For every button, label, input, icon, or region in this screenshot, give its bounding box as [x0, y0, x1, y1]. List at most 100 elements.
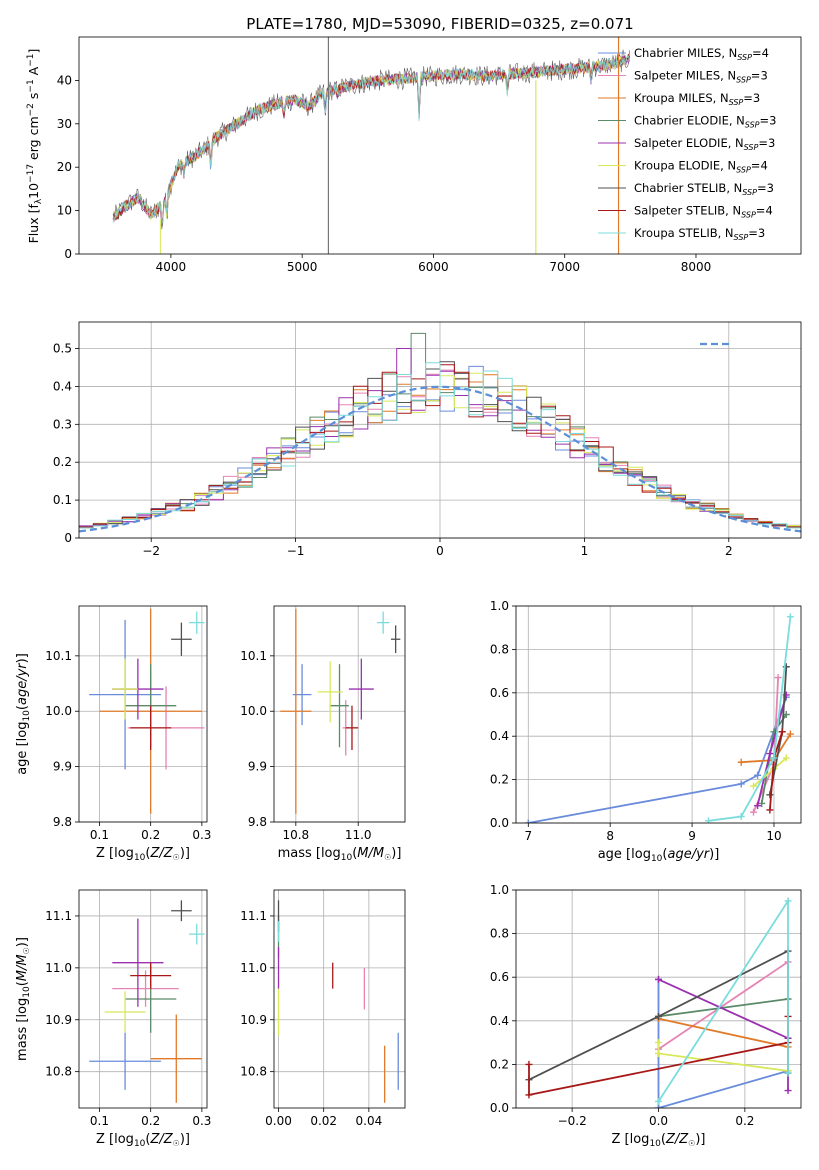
age_vs_Z-ytick-label: 10.1 — [45, 649, 72, 663]
label-part: 10 — [22, 986, 32, 998]
weight-line — [528, 696, 788, 823]
label-part: = — [748, 226, 758, 240]
legend-series-name: Kroupa STELIB — [634, 226, 718, 240]
mass_vs_Z-xtick-label: 0.1 — [90, 1114, 109, 1128]
weight_vs_Z-xtick-label: −0.2 — [558, 1114, 587, 1128]
label-part: ( — [15, 705, 30, 710]
label-part: SSP — [734, 233, 749, 242]
residuals-xtick-label: 1 — [581, 544, 589, 558]
weight-marker — [784, 897, 792, 905]
legend-series-name: Salpeter STELIB — [634, 204, 725, 218]
label-part: , N — [720, 159, 736, 173]
spectrum-ytick-label: 0 — [64, 247, 72, 261]
mass_vs_EBV-panel: 0.00 0.02 0.04 10.8 10.9 11.0 11.1 — [240, 889, 406, 1128]
spectrum-ytick-label: 30 — [57, 117, 72, 131]
age_vs_mass-panel: 10.8 11.0 9.8 9.9 10.0 10.1 mass [log10(M/M☉)] — [240, 605, 406, 863]
residuals-ytick-label: 0 — [64, 531, 72, 545]
weight-marker — [655, 1104, 662, 1108]
normal-curve — [79, 385, 801, 533]
label-part: age/yr — [667, 847, 710, 862]
weight-series-salpeter-miles — [655, 958, 792, 1053]
errorbar-kroupa-elodie — [317, 661, 343, 723]
label-part: , N — [726, 181, 742, 195]
errorbar-kroupa-stelib — [376, 611, 390, 634]
label-part: = — [751, 69, 761, 83]
age_vs_mass-ytick-label: 9.9 — [248, 760, 267, 774]
label-part: A — [26, 66, 41, 79]
weight_vs_Z-ytick-label: 1.0 — [490, 883, 509, 897]
errorbar-salpeter-miles — [112, 970, 179, 1007]
weight-line — [657, 979, 789, 1108]
legend-series-name: Kroupa ELODIE — [634, 159, 720, 173]
legend-label-salpeter-miles: Salpeter MILES, NSSP=3 — [634, 69, 768, 85]
errorbar-kroupa-elodie — [112, 658, 138, 720]
label-part: −1 — [26, 79, 36, 92]
mass_vs_EBV-xtick-label: 0.02 — [310, 1114, 337, 1128]
errorbar-salpeter-stelib — [345, 705, 359, 750]
weight-marker — [786, 613, 794, 621]
label-part: = — [757, 181, 767, 195]
weight-marker — [770, 754, 778, 762]
label-part: −17 — [26, 164, 36, 183]
label-part: )] — [180, 1132, 190, 1147]
weight_vs_Z-ytick-label: 0.2 — [490, 1057, 509, 1071]
errorbar-chabrier-miles — [89, 1032, 161, 1090]
weight-marker — [766, 750, 774, 758]
age_vs_mass-plot-area — [280, 608, 401, 814]
weight_vs_Z-ytick-label: 0.8 — [490, 927, 509, 941]
spectrum-series-kroupa-stelib — [112, 55, 630, 225]
age_vs_mass-ytick-label: 9.8 — [248, 815, 267, 829]
label-part: 10 — [134, 1139, 146, 1149]
legend-label-salpeter-stelib: Salpeter STELIB, NSSP=4 — [634, 204, 773, 220]
residuals-xtick-label: −2 — [142, 544, 160, 558]
label-part: ( — [15, 981, 30, 986]
weight-line — [658, 998, 789, 1018]
errorbar-kroupa-stelib — [189, 923, 205, 945]
spectrum-frame — [78, 36, 802, 255]
label-part: ☉ — [173, 1139, 180, 1148]
label-part: ] — [26, 49, 41, 54]
weight-marker — [754, 802, 762, 810]
weight_vs_age-frame — [515, 605, 802, 824]
age_vs_Z-plot-area — [89, 608, 205, 814]
age_vs_Z-panel: 0.1 0.2 0.39.89.910.010.1Z [log10(Z/Z☉)]ag… — [15, 605, 211, 863]
label-part: SSP — [744, 143, 759, 152]
spectrum-ylabel: Flux [fλ10−17 erg cm−2 s−1 A−1] — [26, 49, 44, 244]
weight-marker — [784, 1069, 792, 1077]
label-part: ☉ — [173, 853, 180, 862]
weight-marker — [704, 817, 712, 823]
label-part: = — [751, 159, 761, 173]
spectrum-plot-area — [112, 37, 630, 254]
weight_vs_age-ytick-label: 0.0 — [490, 816, 509, 830]
label-part: ☉ — [384, 853, 391, 862]
spectrum-ytick-label: 40 — [57, 73, 72, 87]
mass_vs_Z-frame — [78, 889, 208, 1109]
mass_vs_EBV-ytick-label: 10.9 — [240, 1013, 267, 1027]
weight-marker — [737, 780, 745, 788]
label-part: −1 — [26, 54, 36, 67]
weight_vs_age-ytick-label: 0.2 — [490, 773, 509, 787]
mass_vs_Z-ytick-label: 10.9 — [45, 1013, 72, 1027]
weight-marker — [655, 1097, 662, 1105]
label-part: 10 — [651, 854, 663, 864]
legend-label-chabrier-elodie: Chabrier ELODIE, NSSP=3 — [634, 114, 776, 130]
label-part: ☉ — [22, 947, 31, 954]
legend-label-chabrier-stelib: Chabrier STELIB, NSSP=3 — [634, 181, 774, 197]
label-part: age [log — [15, 722, 30, 775]
weight_vs_Z-xtick-label: 0.2 — [735, 1114, 754, 1128]
weight-series-kroupa-stelib — [704, 613, 794, 823]
age_vs_Z-xtick-label: 0.3 — [192, 828, 211, 842]
weight-marker — [525, 1091, 533, 1099]
label-part: )] — [695, 1132, 705, 1147]
weight-marker — [754, 771, 762, 779]
label-part: , N — [718, 226, 734, 240]
label-part: 10 — [134, 853, 146, 863]
age_vs_Z-xtick-label: 0.1 — [90, 828, 109, 842]
label-part: SSP — [736, 76, 751, 85]
residuals-ytick-label: 0.3 — [53, 417, 72, 431]
label-part: , N — [720, 69, 736, 83]
label-part: ( — [145, 1132, 150, 1147]
legend-label-kroupa-stelib: Kroupa STELIB, NSSP=3 — [634, 226, 765, 242]
